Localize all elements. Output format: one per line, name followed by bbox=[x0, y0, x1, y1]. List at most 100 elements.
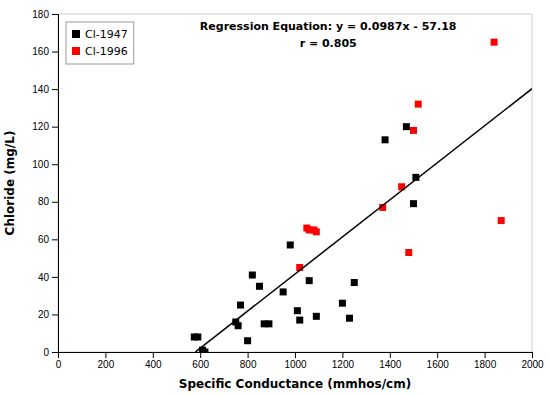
point bbox=[410, 200, 417, 207]
tick-mark bbox=[390, 352, 391, 358]
tick-label: 0 bbox=[56, 359, 62, 370]
tick-mark bbox=[52, 89, 58, 90]
tick-mark bbox=[295, 352, 296, 358]
tick-mark bbox=[52, 14, 58, 15]
tick-label: 120 bbox=[32, 121, 49, 132]
plot: 0 200 400 600 800 1000 1200 1400 1600 1800 2000 0 20… bbox=[32, 9, 544, 370]
point bbox=[294, 307, 301, 314]
tick: 100 bbox=[32, 159, 58, 170]
tick: 0 bbox=[43, 347, 58, 358]
tick-label: 80 bbox=[38, 196, 50, 207]
tick: 160 bbox=[32, 46, 58, 57]
point bbox=[287, 241, 294, 248]
point bbox=[498, 217, 505, 224]
tick: 400 bbox=[145, 352, 162, 370]
tick-label: 800 bbox=[240, 359, 257, 370]
tick: 200 bbox=[98, 352, 115, 370]
tick-mark bbox=[153, 352, 154, 358]
tick-mark bbox=[105, 352, 106, 358]
x-axis-label: Specific Conductance (mmhos/cm) bbox=[179, 377, 411, 391]
tick-mark bbox=[485, 352, 486, 358]
point bbox=[382, 136, 389, 143]
y-axis: 0 20 40 60 80 100 120 140 160 180 bbox=[32, 9, 58, 358]
tick-label: 40 bbox=[38, 272, 50, 283]
legend-item: Cl-1947 bbox=[72, 28, 128, 41]
tick-label: 2000 bbox=[521, 359, 544, 370]
axis-line bbox=[52, 15, 59, 353]
tick-mark bbox=[200, 352, 201, 358]
tick-label: 1400 bbox=[379, 359, 402, 370]
tick-label: 180 bbox=[32, 9, 49, 20]
point bbox=[244, 337, 251, 344]
tick: 1600 bbox=[427, 352, 450, 370]
point bbox=[235, 322, 242, 329]
point bbox=[280, 288, 287, 295]
tick-label: 1600 bbox=[427, 359, 450, 370]
tick-mark bbox=[52, 314, 58, 315]
point bbox=[265, 320, 272, 327]
point bbox=[237, 302, 244, 309]
tick: 140 bbox=[32, 84, 58, 95]
tick: 180 bbox=[32, 9, 58, 20]
point bbox=[249, 272, 256, 279]
tick: 1200 bbox=[332, 352, 355, 370]
legend-label: Cl-1947 bbox=[85, 28, 128, 41]
point bbox=[346, 315, 353, 322]
tick: 800 bbox=[240, 352, 257, 370]
tick: 0 bbox=[56, 352, 62, 370]
legend-label: Cl-1996 bbox=[85, 45, 128, 58]
tick-mark bbox=[52, 277, 58, 278]
annotation: Regression Equation: y = 0.0987x - 57.18 bbox=[200, 20, 457, 33]
tick-label: 60 bbox=[38, 234, 50, 245]
tick-label: 1000 bbox=[284, 359, 307, 370]
legend-swatch bbox=[72, 47, 80, 55]
tick-mark bbox=[437, 352, 438, 358]
tick: 600 bbox=[192, 352, 209, 370]
tick-mark bbox=[52, 52, 58, 53]
point bbox=[491, 39, 498, 46]
tick: 1400 bbox=[379, 352, 402, 370]
point bbox=[256, 283, 263, 290]
point bbox=[415, 101, 422, 108]
point bbox=[201, 349, 208, 353]
point bbox=[296, 317, 303, 324]
tick: 1000 bbox=[284, 352, 307, 370]
tick-mark bbox=[342, 352, 343, 358]
annotation: r = 0.805 bbox=[300, 37, 357, 50]
y-axis-label: Chloride (mg/L) bbox=[3, 131, 17, 236]
axis-line bbox=[59, 353, 533, 359]
tick-label: 200 bbox=[98, 359, 115, 370]
tick: 20 bbox=[38, 309, 58, 320]
tick: 60 bbox=[38, 234, 58, 245]
tick-label: 400 bbox=[145, 359, 162, 370]
point bbox=[405, 249, 412, 256]
tick-label: 600 bbox=[192, 359, 209, 370]
point bbox=[313, 228, 320, 235]
tick-mark bbox=[248, 352, 249, 358]
tick: 120 bbox=[32, 121, 58, 132]
point bbox=[339, 300, 346, 307]
point bbox=[410, 127, 417, 134]
tick-label: 100 bbox=[32, 159, 49, 170]
legend: Cl-1947 Cl-1996 bbox=[66, 22, 134, 64]
marks bbox=[191, 39, 532, 352]
tick-mark bbox=[532, 352, 533, 358]
tick-label: 1200 bbox=[332, 359, 355, 370]
tick-label: 1800 bbox=[474, 359, 497, 370]
tick-mark bbox=[52, 164, 58, 165]
tick-mark bbox=[52, 239, 58, 240]
tick-mark bbox=[52, 202, 58, 203]
tick: 2000 bbox=[521, 352, 544, 370]
legend-item: Cl-1996 bbox=[72, 45, 128, 58]
regression-line bbox=[195, 89, 532, 352]
x-axis: 0 200 400 600 800 1000 1200 1400 1600 1800 2000 bbox=[56, 352, 544, 370]
point bbox=[403, 123, 410, 130]
tick-mark bbox=[52, 127, 58, 128]
tick-label: 160 bbox=[32, 46, 49, 57]
tick: 80 bbox=[38, 196, 58, 207]
point bbox=[194, 333, 201, 340]
point bbox=[313, 313, 320, 320]
tick: 1800 bbox=[474, 352, 497, 370]
tick: 40 bbox=[38, 272, 58, 283]
chart: 0 200 400 600 800 1000 1200 1400 1600 1800 2000 0 20… bbox=[0, 0, 550, 396]
